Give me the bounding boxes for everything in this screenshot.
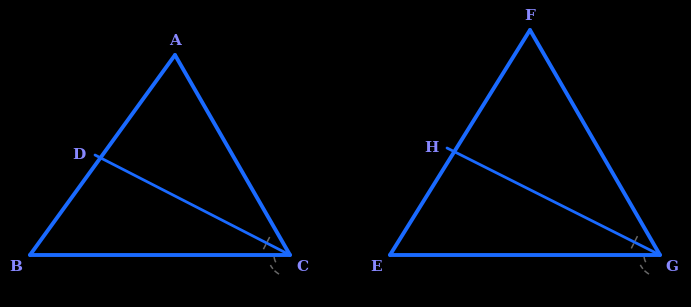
Text: C: C [296,260,308,274]
Text: A: A [169,34,181,48]
Text: H: H [424,141,438,155]
Text: F: F [524,9,536,23]
Text: B: B [10,260,23,274]
Text: E: E [370,260,382,274]
Text: G: G [665,260,679,274]
Text: D: D [73,148,86,162]
